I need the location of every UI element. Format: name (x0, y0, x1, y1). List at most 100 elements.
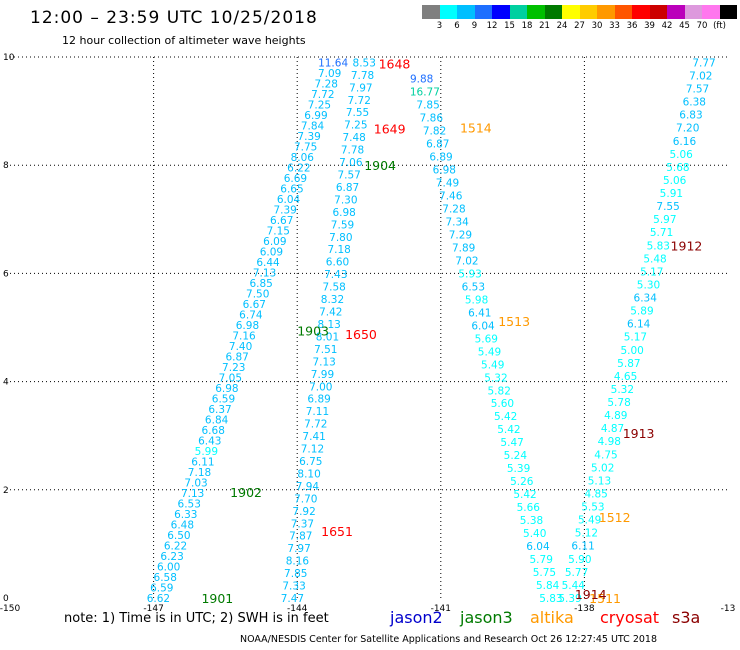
legend-label: 24 (556, 21, 568, 31)
legend-swatch (649, 5, 667, 19)
legend-label: 21 (539, 21, 550, 31)
legend-swatch (527, 5, 545, 19)
wave-height-point: 7.23 (222, 362, 245, 374)
wave-height-point: 6.53 (178, 498, 201, 510)
wave-height-point: 7.20 (676, 123, 699, 135)
legend-label: 18 (521, 21, 533, 31)
wave-height-point: 5.77 (565, 567, 588, 579)
wave-height-point: 5.82 (488, 385, 511, 397)
wave-height-point: 7.02 (455, 255, 478, 267)
legend-swatch (597, 5, 615, 19)
wave-height-point: 6.14 (627, 319, 651, 331)
satellite-jason2: jason2 (390, 608, 443, 627)
wave-height-point: 4.75 (594, 449, 617, 461)
wave-height-point: 6.37 (208, 404, 231, 416)
wave-height-point: 6.75 (299, 456, 322, 468)
axis-tick-labels: -150 -147 -144 -141 -138 -13 0 2 4 6 8 10 (0, 53, 735, 614)
legend-label: 30 (591, 21, 603, 31)
wave-height-point: 7.97 (287, 543, 310, 555)
wave-height-point: 7.18 (188, 467, 211, 479)
wave-height-point: 8.53 (353, 57, 376, 69)
legend-swatch (667, 5, 685, 19)
wave-height-point: 6.98 (215, 383, 238, 395)
pass-number-label: 1903 (297, 324, 329, 339)
wave-height-point: 7.43 (324, 269, 347, 281)
y-tick-label: 10 (3, 53, 15, 63)
pass-number-label: 1514 (460, 120, 492, 135)
x-tick-label: -138 (574, 604, 595, 614)
wave-height-point: 7.75 (294, 141, 317, 153)
wave-height-point: 7.37 (291, 518, 314, 530)
pass-number-label: 1649 (374, 121, 406, 136)
wave-height-point: 5.66 (517, 502, 541, 514)
wave-height-point: 6.99 (304, 110, 327, 122)
wave-height-point: 6.00 (157, 561, 180, 573)
wave-height-point: 5.48 (643, 253, 666, 265)
x-tick-label: -141 (431, 604, 451, 614)
wave-height-point: 7.03 (184, 477, 207, 489)
y-tick-label: 2 (3, 486, 9, 496)
x-tick-label: -147 (143, 604, 163, 614)
pass-number-label: 1913 (623, 426, 655, 441)
wave-height-point: 7.50 (246, 288, 269, 300)
legend-label: 9 (471, 21, 478, 31)
wave-height-point: 6.83 (679, 110, 702, 122)
wave-height-point: 4.65 (614, 371, 637, 383)
wave-height-point: 6.16 (673, 136, 697, 148)
wave-height-point: 5.42 (513, 489, 536, 501)
wave-height-point: 7.55 (346, 107, 369, 119)
legend-label: 33 (609, 21, 620, 31)
wave-height-point: 5.91 (660, 188, 683, 200)
wave-height-point: 8.16 (286, 556, 310, 568)
wave-height-point: 6.58 (154, 572, 177, 584)
wave-height-point: 5.32 (484, 372, 507, 384)
wave-height-point: 7.99 (311, 369, 334, 381)
legend-swatch (719, 5, 737, 19)
wave-height-values: 6.626.596.586.006.236.226.506.486.336.53… (147, 57, 716, 605)
wave-height-point: 6.48 (171, 519, 194, 531)
wave-height-point: 7.05 (219, 372, 242, 384)
wave-height-point: 7.57 (686, 84, 709, 96)
wave-height-point: 7.13 (312, 356, 335, 368)
wave-height-point: 5.38 (520, 515, 543, 527)
wave-height-point: 7.28 (442, 203, 465, 215)
credit-line: NOAA/NESDIS Center for Satellite Applica… (240, 634, 657, 645)
wave-height-point: 6.04 (471, 320, 495, 332)
legend-label: 39 (644, 21, 655, 31)
wave-height-point: 5.84 (536, 580, 560, 592)
wave-height-point: 5.89 (630, 306, 653, 318)
pass-number-label: 1511 (589, 591, 621, 606)
wave-height-point: 5.87 (617, 358, 640, 370)
wave-height-point: 7.30 (334, 194, 357, 206)
wave-height-point: 6.69 (284, 173, 307, 185)
wave-height-point: 5.24 (504, 450, 528, 462)
legend-swatch (492, 5, 510, 19)
wave-height-point: 7.86 (420, 113, 444, 125)
wave-height-point: 6.04 (526, 541, 550, 553)
wave-height-point: 5.47 (500, 437, 523, 449)
wave-height-point: 7.51 (314, 344, 337, 356)
wave-height-point: 6.65 (280, 183, 303, 195)
wave-height-point: 6.98 (433, 165, 456, 177)
wave-height-point: 5.40 (523, 528, 546, 540)
wave-height-point: 7.77 (692, 57, 715, 69)
wave-height-point: 5.42 (497, 424, 520, 436)
wave-height-point: 7.29 (449, 229, 472, 241)
wave-height-point: 5.12 (575, 528, 598, 540)
wave-height-point: 5.26 (510, 476, 534, 488)
wave-height-point: 7.72 (311, 89, 334, 101)
y-tick-label: 0 (3, 594, 9, 604)
wave-height-point: 4.98 (598, 436, 621, 448)
wave-height-point: 5.83 (539, 593, 562, 605)
wave-height-point: 5.17 (640, 266, 663, 278)
wave-height-point: 7.13 (181, 488, 204, 500)
legend-swatch (562, 5, 580, 19)
wave-height-point: 5.44 (562, 580, 586, 592)
wave-height-point: 6.09 (263, 236, 286, 248)
wave-height-point: 5.79 (530, 554, 553, 566)
legend-label: 6 (454, 21, 460, 31)
units-note: note: 1) Time is in UTC; 2) SWH is in fe… (64, 611, 329, 626)
wave-height-point: 7.41 (302, 431, 325, 443)
wave-height-point: 7.82 (423, 126, 446, 138)
